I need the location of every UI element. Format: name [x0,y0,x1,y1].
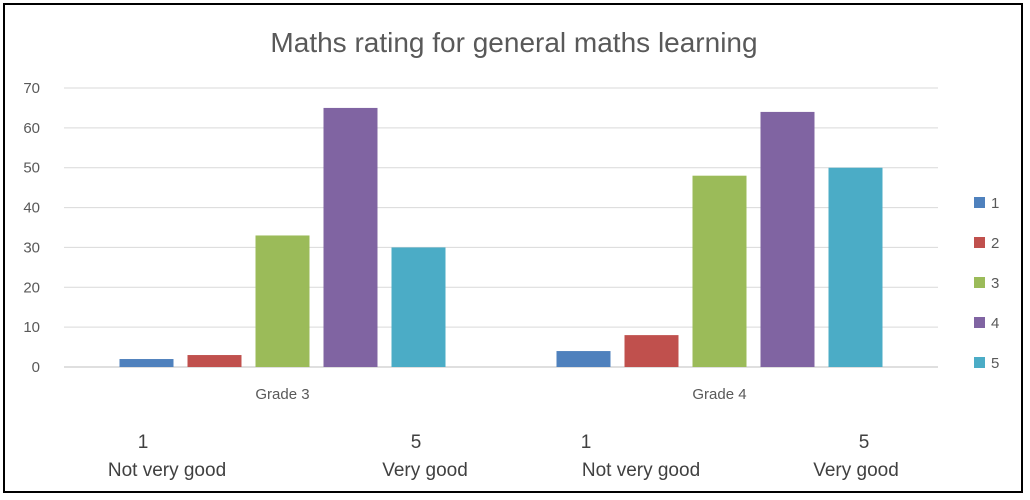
legend-swatch [974,197,985,208]
scale-low-label: Not very good [582,460,700,481]
bar-grade-4-rating-3 [692,175,747,367]
bar-grade-4-rating-2 [624,335,679,367]
scale-high-label: Very good [813,460,899,481]
y-tick-label: 70 [23,80,40,97]
x-category-label: Grade 3 [255,386,309,403]
legend-label: 4 [991,315,999,332]
bars [119,107,883,368]
legend-swatch [974,357,985,368]
bar-grade-3-rating-3 [255,235,310,367]
y-tick-label: 30 [23,239,40,256]
legend-label: 3 [991,275,999,292]
scale-low-label: Not very good [108,460,226,481]
rating-scale-notes: 1 Not very good 5 Very good 1 Not very g… [108,432,899,481]
legend-swatch [974,277,985,288]
y-tick-label: 0 [32,359,40,376]
bar-grade-3-rating-4 [323,107,378,367]
bar-grade-4-rating-1 [556,351,611,367]
x-category-label: Grade 4 [692,386,746,403]
y-axis: 0 10 20 30 40 50 60 70 [23,80,40,376]
legend: 1 2 3 4 5 [974,195,999,372]
bar-grade-3-rating-1 [119,359,174,367]
bar-grade-4-rating-4 [760,111,815,368]
legend-label: 2 [991,235,999,252]
legend-swatch [974,317,985,328]
scale-low-number: 1 [581,432,592,453]
y-tick-label: 50 [23,160,40,177]
scale-low-number: 1 [138,432,149,453]
y-tick-label: 10 [23,319,40,336]
y-tick-label: 40 [23,200,40,217]
legend-label: 5 [991,355,999,372]
scale-high-number: 5 [411,432,422,453]
bar-grade-4-rating-5 [828,167,883,367]
bar-grade-3-rating-5 [391,247,446,367]
bar-grade-3-rating-2 [187,355,242,367]
scale-high-label: Very good [382,460,468,481]
legend-label: 1 [991,195,999,212]
scale-high-number: 5 [859,432,870,453]
chart-title: Maths rating for general maths learning [270,27,757,58]
y-tick-label: 60 [23,120,40,137]
legend-swatch [974,237,985,248]
x-axis: Grade 3 Grade 4 [255,386,746,403]
y-tick-label: 20 [23,279,40,296]
